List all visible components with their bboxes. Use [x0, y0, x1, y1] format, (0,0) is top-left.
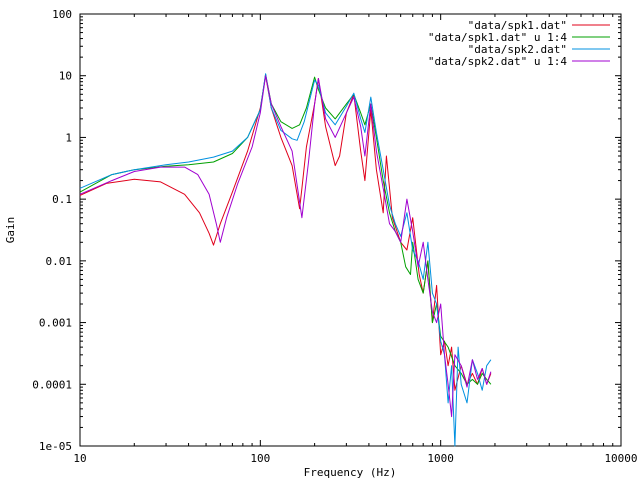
series-line-3 [79, 73, 492, 447]
y-tick-label: 0.1 [52, 193, 72, 206]
legend-label-1: "data/spk1.dat" [468, 19, 567, 32]
y-tick-label: 0.0001 [32, 378, 72, 391]
legend-label-2: "data/spk1.dat" u 1:4 [428, 31, 567, 44]
plot-frame [79, 13, 622, 447]
y-tick-label: 10 [59, 70, 72, 83]
x-axis-title: Frequency (Hz) [304, 466, 397, 479]
y-axis-title: Gain [4, 217, 17, 244]
series-line-1 [79, 75, 492, 391]
y-tick-label: 0.01 [46, 255, 73, 268]
legend-label-3: "data/spk2.dat" [468, 43, 567, 56]
y-tick-label: 1 [65, 131, 72, 144]
x-tick-label: 1000 [427, 452, 454, 465]
x-tick-label: 10000 [604, 452, 637, 465]
x-tick-label: 10 [73, 452, 86, 465]
x-tick-label: 100 [250, 452, 270, 465]
series-lines [79, 73, 492, 447]
tick-labels: 10 100 1000 10000 1e-05 0.0001 0.001 0.01 0.1 1 10… [32, 8, 637, 465]
y-tick-label: 1e-05 [39, 440, 72, 453]
series-line-2 [79, 73, 492, 385]
tick-marks [79, 14, 621, 447]
legend-label-4: "data/spk2.dat" u 1:4 [428, 55, 567, 68]
series-line-4 [79, 75, 492, 418]
y-tick-label: 100 [52, 8, 72, 21]
y-tick-label: 0.001 [39, 317, 72, 330]
legend: "data/spk1.dat""data/spk1.dat" u 1:4"dat… [428, 19, 610, 68]
